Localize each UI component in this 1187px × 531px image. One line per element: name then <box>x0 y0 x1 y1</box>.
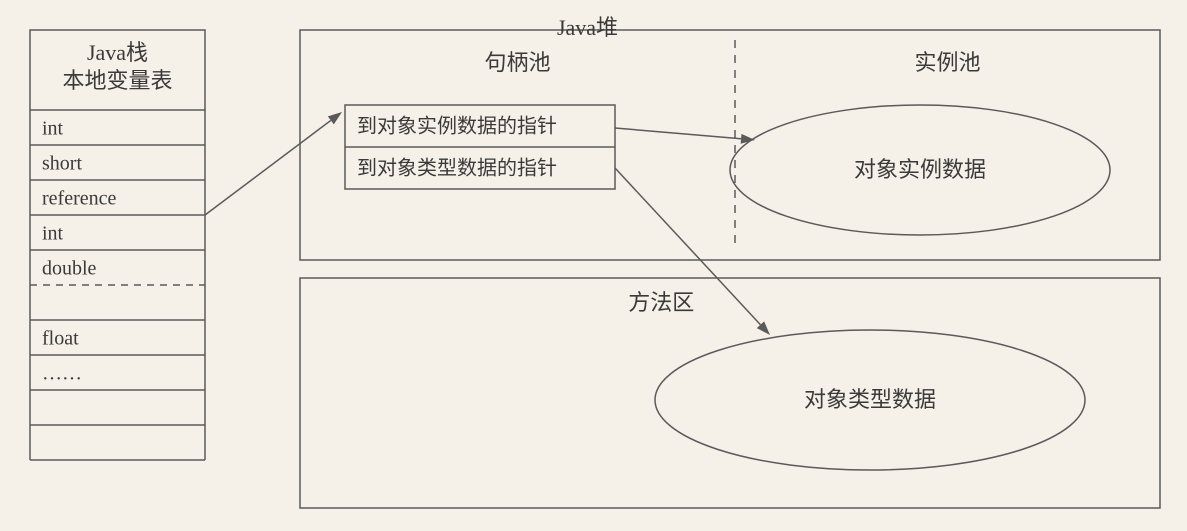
stack-row-label: int <box>42 223 64 245</box>
heap-title: Java堆 <box>557 15 618 40</box>
type-ellipse-label: 对象类型数据 <box>804 387 936 412</box>
stack-title-2: 本地变量表 <box>62 68 172 93</box>
handle-pool-label: 句柄池 <box>484 50 550 75</box>
arrow-handle-to-instance <box>615 128 741 139</box>
method-area-box <box>300 278 1160 508</box>
stack-title-1: Java栈 <box>87 40 148 65</box>
stack-row-label: double <box>42 258 97 280</box>
instance-ellipse-label: 对象实例数据 <box>854 157 986 182</box>
arrow-head <box>328 112 342 124</box>
stack-row-label: reference <box>42 188 116 210</box>
heap-box <box>300 30 1160 260</box>
handle-row-label: 到对象实例数据的指针 <box>357 115 557 138</box>
method-area-title: 方法区 <box>628 290 694 315</box>
instance-pool-label: 实例池 <box>914 50 980 75</box>
arrow-ref-to-handle <box>205 120 331 215</box>
handle-row-label: 到对象类型数据的指针 <box>357 157 557 180</box>
stack-row-label: …… <box>42 363 82 385</box>
stack-row-label: short <box>42 153 82 175</box>
stack-row-label: float <box>42 328 79 350</box>
stack-row-label: int <box>42 118 64 140</box>
